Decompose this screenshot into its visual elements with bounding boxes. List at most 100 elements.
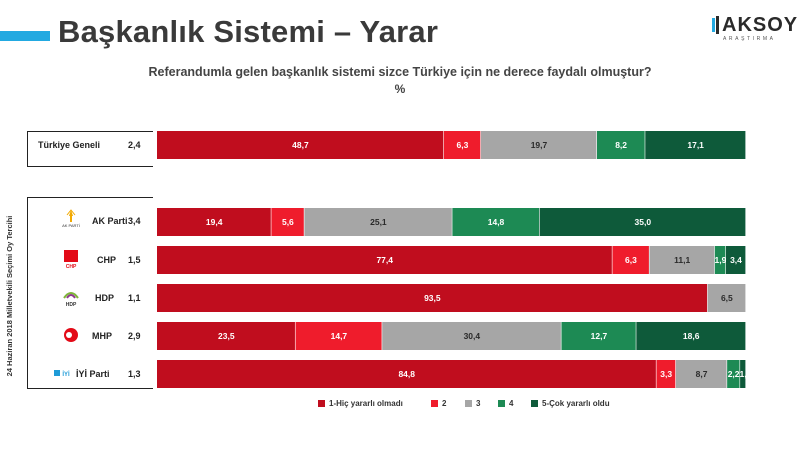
row-label-chp: CHP [97, 255, 117, 265]
bar-segment-0-4 [645, 131, 746, 159]
bar-label-1-3: 14,8 [488, 217, 505, 227]
accent-bar [0, 31, 50, 41]
frame-line-left-top [27, 131, 28, 166]
mhp-logo-icon [64, 328, 78, 342]
bar-label-5-0: 84,8 [398, 369, 415, 379]
row-score-chp: 1,5 [128, 255, 141, 265]
svg-text:AK PARTİ: AK PARTİ [62, 223, 80, 228]
bar-segment-4-1 [295, 322, 382, 350]
legend-item-1: 1-Hiç yararlı olmadı [318, 399, 403, 408]
row-label-hdp: HDP [95, 293, 115, 303]
legend-item-4: 4 [498, 399, 513, 408]
bar-label-5-2: 8,7 [696, 369, 708, 379]
bar-segment-2-2 [649, 246, 715, 274]
legend-item-5: 5-Çok yararlı oldu [531, 399, 610, 408]
page-title: Başkanlık Sistemi – Yarar [58, 14, 439, 49]
row-label-mhp: MHP [92, 331, 112, 341]
bar-label-4-3: 12,7 [591, 331, 608, 341]
bar-label-4-1: 14,7 [331, 331, 348, 341]
bar-label-0-2: 19,7 [531, 140, 548, 150]
bar-label-5-4: 1, [740, 369, 747, 379]
bar-segment-1-1 [271, 208, 304, 236]
company-logo: AKSOY ARAŞTIRMA [712, 14, 797, 44]
legend-swatch-1 [318, 400, 325, 407]
bar-segment-3-0 [157, 284, 708, 312]
hdp-logo-icon: HDP [63, 292, 79, 308]
legend-swatch-2 [431, 400, 438, 407]
bar-segment-4-3 [561, 322, 636, 350]
legend-swatch-5 [531, 400, 538, 407]
ak-parti-logo-icon: AK PARTİ [62, 209, 80, 228]
frame-line-left-parties [27, 197, 28, 388]
bar-label-5-1: 3,3 [660, 369, 672, 379]
row-label-turkiye: Türkiye Geneli [38, 140, 101, 150]
chart-question: Referandumla gelen başkanlık sistemi siz… [148, 65, 652, 79]
bar-segment-5-3 [727, 360, 740, 388]
bar-label-2-2: 11,1 [674, 255, 690, 265]
row-score-iyi-parti: 1,3 [128, 369, 141, 379]
legend-swatch-3 [465, 400, 472, 407]
bar-segment-5-0 [157, 360, 656, 388]
bar-label-0-0: 48,7 [292, 140, 309, 150]
frame-line-bottom [27, 388, 153, 389]
legend-label-5: 5-Çok yararlı oldu [542, 399, 610, 408]
chart-unit: % [394, 82, 406, 96]
bar-label-2-4: 3,4 [730, 255, 742, 265]
row-label-ak-parti: AK Parti [92, 216, 128, 226]
bar-label-0-1: 6,3 [456, 140, 468, 150]
bar-label-3-0: 93,5 [424, 293, 441, 303]
bar-label-2-0: 77,4 [376, 255, 393, 265]
legend-label-2: 2 [442, 399, 447, 408]
bar-label-4-2: 30,4 [464, 331, 481, 341]
bar-segment-0-3 [596, 131, 645, 159]
legend-item-3: 3 [465, 399, 480, 408]
bar-segment-4-0 [157, 322, 295, 350]
bar-label-1-4: 35,0 [635, 217, 652, 227]
legend-swatch-4 [498, 400, 505, 407]
bar-segment-5-2 [675, 360, 727, 388]
bar-label-1-0: 19,4 [206, 217, 223, 227]
logo-text: AKSOY [722, 14, 799, 36]
chart-legend: 1-Hiç yararlı olmadı 2 3 4 5-Çok yararlı… [0, 399, 800, 411]
legend-item-2: 2 [431, 399, 446, 408]
iyi-parti-logo-icon: İYİ [54, 370, 70, 378]
bar-segment-2-0 [157, 246, 612, 274]
bar-segment-1-4 [539, 208, 746, 236]
frame-line-parties-top [27, 197, 153, 198]
bar-segment-2-4 [725, 246, 746, 274]
svg-text:İYİ: İYİ [62, 371, 70, 378]
svg-text:HDP: HDP [66, 302, 77, 308]
bar-segment-1-0 [157, 208, 271, 236]
frame-line-mid [27, 166, 153, 167]
bar-segment-4-2 [382, 322, 561, 350]
row-score-hdp: 1,1 [128, 293, 141, 303]
bar-segment-2-1 [612, 246, 649, 274]
bar-label-4-0: 23,5 [218, 331, 235, 341]
bar-label-0-4: 17,1 [687, 140, 704, 150]
row-score-turkiye: 2,4 [128, 140, 141, 150]
row-score-ak-parti: 3,4 [128, 216, 141, 226]
bar-label-2-1: 6,3 [625, 255, 637, 265]
bar-segment-0-0 [157, 131, 444, 159]
bar-label-3-2: 6,5 [721, 293, 733, 303]
bar-segment-5-1 [656, 360, 676, 388]
legend-label-1: 1-Hiç yararlı olmadı [329, 399, 403, 408]
bar-segment-0-1 [443, 131, 481, 159]
bar-label-1-1: 5,6 [282, 217, 294, 227]
row-score-mhp: 2,9 [128, 331, 141, 341]
bar-segment-3-2 [707, 284, 746, 312]
bar-segment-0-2 [480, 131, 597, 159]
bar-label-5-3: 2,2 [728, 369, 740, 379]
logo-subtext: ARAŞTIRMA [723, 36, 776, 42]
bar-label-0-3: 8,2 [615, 140, 627, 150]
bar-label-4-4: 18,6 [683, 331, 700, 341]
bar-segment-4-4 [636, 322, 746, 350]
bar-segment-2-3 [714, 246, 726, 274]
legend-label-4: 4 [509, 399, 514, 408]
bar-segment-5-4 [740, 360, 746, 388]
row-label-iyi-parti: İYİ Parti [76, 369, 110, 379]
bar-label-2-3: 1,9 [714, 255, 726, 265]
bar-segment-1-2 [304, 208, 452, 236]
bar-label-1-2: 25,1 [370, 217, 387, 227]
